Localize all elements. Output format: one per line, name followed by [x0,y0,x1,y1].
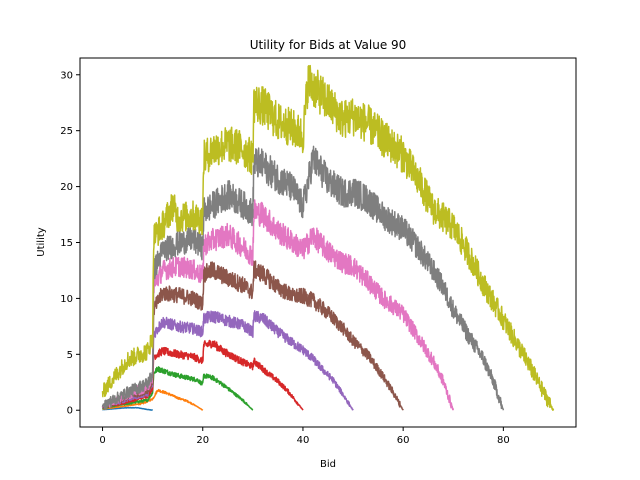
series-line-8 [101,145,505,411]
x-tick-label: 20 [196,435,209,446]
y-tick-label: 0 [67,406,73,417]
series-line-6 [102,260,404,411]
x-tick-label: 0 [99,435,105,446]
y-tick-label: 10 [60,294,73,305]
series-line-7 [101,199,454,411]
series-line-1 [102,406,154,411]
x-axis-ticks: 0 20 40 60 80 [99,427,510,446]
y-axis-ticks: 0 5 10 15 20 25 30 [60,70,80,417]
series-line-9 [101,64,555,412]
y-axis-label: Utility [36,227,47,256]
series-group [101,64,555,412]
y-tick-label: 5 [67,350,73,361]
y-tick-label: 15 [60,238,73,249]
x-tick-label: 60 [397,435,410,446]
x-tick-label: 40 [297,435,310,446]
x-tick-label: 80 [497,435,510,446]
x-axis-label: Bid [320,459,336,470]
y-tick-label: 30 [60,70,73,81]
plot-area: 0 20 40 60 80 0 5 10 15 20 25 30 [60,57,577,446]
chart-title: Utility for Bids at Value 90 [250,38,407,52]
series-line-2 [102,388,204,411]
y-tick-label: 20 [60,182,73,193]
y-tick-label: 25 [60,126,73,137]
